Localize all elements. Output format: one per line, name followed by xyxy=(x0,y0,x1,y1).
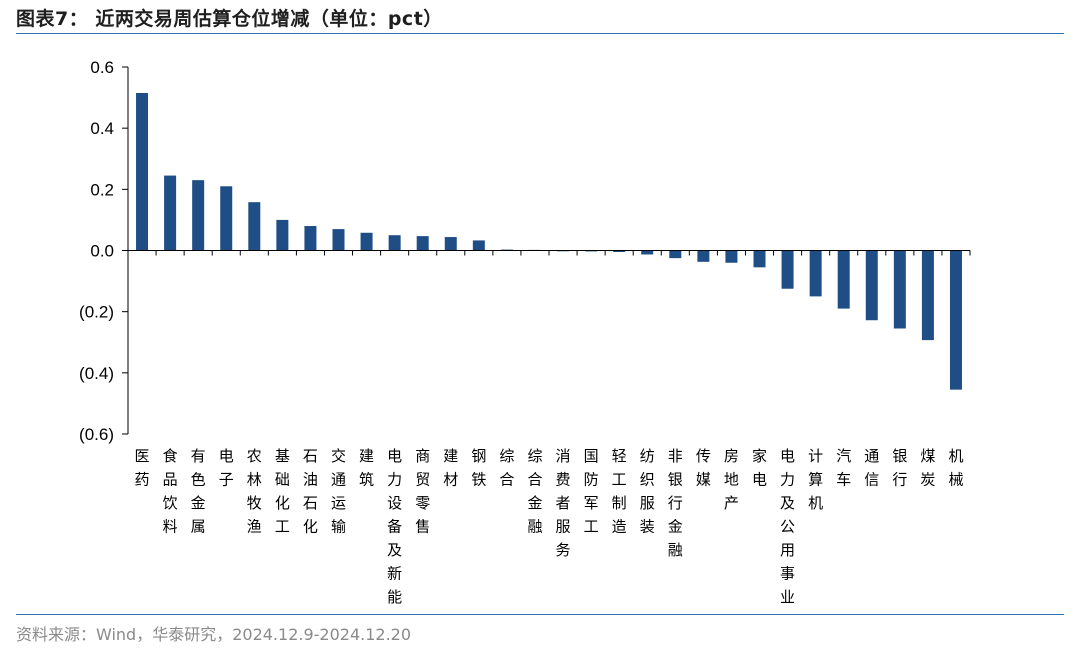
category-label: 轻工制造 xyxy=(612,447,627,536)
y-axis: 0.6 0.4 0.2 0.0 (0.2) (0.4) (0.6) xyxy=(79,58,129,444)
category-label: 综合 xyxy=(499,447,514,489)
category-label: 基础化工 xyxy=(275,447,290,536)
category-label: 钢铁 xyxy=(471,447,486,489)
category-label: 建材 xyxy=(443,447,458,489)
bar-基础化工 xyxy=(276,219,289,251)
bar-chart: 0.6 0.4 0.2 0.0 (0.2) (0.4) (0.6) 医药食品饮料有色金属电子… xyxy=(79,58,971,612)
bar-非银行金融 xyxy=(669,250,682,259)
bar-电子 xyxy=(220,186,233,251)
category-label: 医药 xyxy=(135,447,150,489)
bar-煤炭 xyxy=(921,250,934,341)
bars-group xyxy=(136,92,962,390)
y-tick-label: 0.2 xyxy=(90,180,114,199)
category-label: 家电 xyxy=(752,447,767,489)
bar-传媒 xyxy=(697,250,710,262)
category-label: 银行 xyxy=(892,447,907,489)
bar-机械 xyxy=(949,250,962,390)
bar-通信 xyxy=(865,250,878,321)
bar-电力设备及新能源 xyxy=(388,235,401,251)
category-label: 计算机 xyxy=(808,447,823,512)
y-tick-label: (0.6) xyxy=(79,425,114,444)
category-label: 纺织服装 xyxy=(640,447,655,536)
bar-医药 xyxy=(136,92,149,251)
bar-有色金属 xyxy=(192,180,205,251)
category-label: 煤炭 xyxy=(920,447,935,489)
bar-建材 xyxy=(444,237,457,251)
category-label: 建筑 xyxy=(359,447,374,489)
figure-title: 图表7： 近两交易周估算仓位增减（单位：pct） xyxy=(16,8,443,30)
bar-建筑 xyxy=(360,232,373,251)
bar-纺织服装 xyxy=(641,250,654,255)
category-label: 电子 xyxy=(219,447,234,489)
category-label: 机械 xyxy=(948,447,963,489)
bar-钢铁 xyxy=(472,240,485,251)
bar-电力及公用事业 xyxy=(781,250,794,289)
y-tick-label: 0.6 xyxy=(90,58,114,77)
bar-银行 xyxy=(893,250,906,329)
category-label: 电力及公用事业 xyxy=(780,447,795,606)
category-label: 传媒 xyxy=(696,447,711,489)
category-label: 农林牧渔 xyxy=(247,447,262,536)
category-label: 国防军工 xyxy=(584,447,599,536)
category-labels: 医药食品饮料有色金属电子农林牧渔基础化工石油石化交通运输建筑电力设备及新能源商贸… xyxy=(135,447,964,612)
y-tick-label: 0.0 xyxy=(90,242,114,261)
category-label: 消费者服务 xyxy=(556,447,571,559)
source-divider xyxy=(16,614,1064,615)
category-label: 汽车 xyxy=(836,447,851,489)
bar-食品饮料 xyxy=(164,175,177,251)
y-tick-label: (0.2) xyxy=(79,303,114,322)
x-axis xyxy=(127,250,971,256)
category-label: 商贸零售 xyxy=(415,447,430,536)
category-label: 食品饮料 xyxy=(163,447,178,536)
category-label: 交通运输 xyxy=(331,447,346,536)
bar-汽车 xyxy=(837,250,850,309)
category-label: 非银行金融 xyxy=(668,447,683,559)
source-note: 资料来源：Wind，华泰研究，2024.12.9-2024.12.20 xyxy=(16,625,412,644)
bar-农林牧渔 xyxy=(248,202,261,251)
category-label: 通信 xyxy=(864,447,879,489)
bar-商贸零售 xyxy=(416,236,429,251)
y-tick-label: 0.4 xyxy=(90,119,114,138)
title-divider xyxy=(16,33,1064,34)
category-label: 房地产 xyxy=(724,447,739,512)
bar-房地产 xyxy=(725,250,738,263)
category-label: 电力设备及新能源 xyxy=(387,447,402,612)
category-label: 石油石化 xyxy=(303,447,318,536)
category-label: 综合金融 xyxy=(527,447,542,536)
category-label: 有色金属 xyxy=(191,447,206,536)
y-tick-label: (0.4) xyxy=(79,364,114,383)
bar-轻工制造 xyxy=(613,250,626,253)
bar-计算机 xyxy=(809,250,822,297)
bar-交通运输 xyxy=(332,229,345,251)
bar-家电 xyxy=(753,250,766,268)
bar-石油石化 xyxy=(304,226,317,251)
